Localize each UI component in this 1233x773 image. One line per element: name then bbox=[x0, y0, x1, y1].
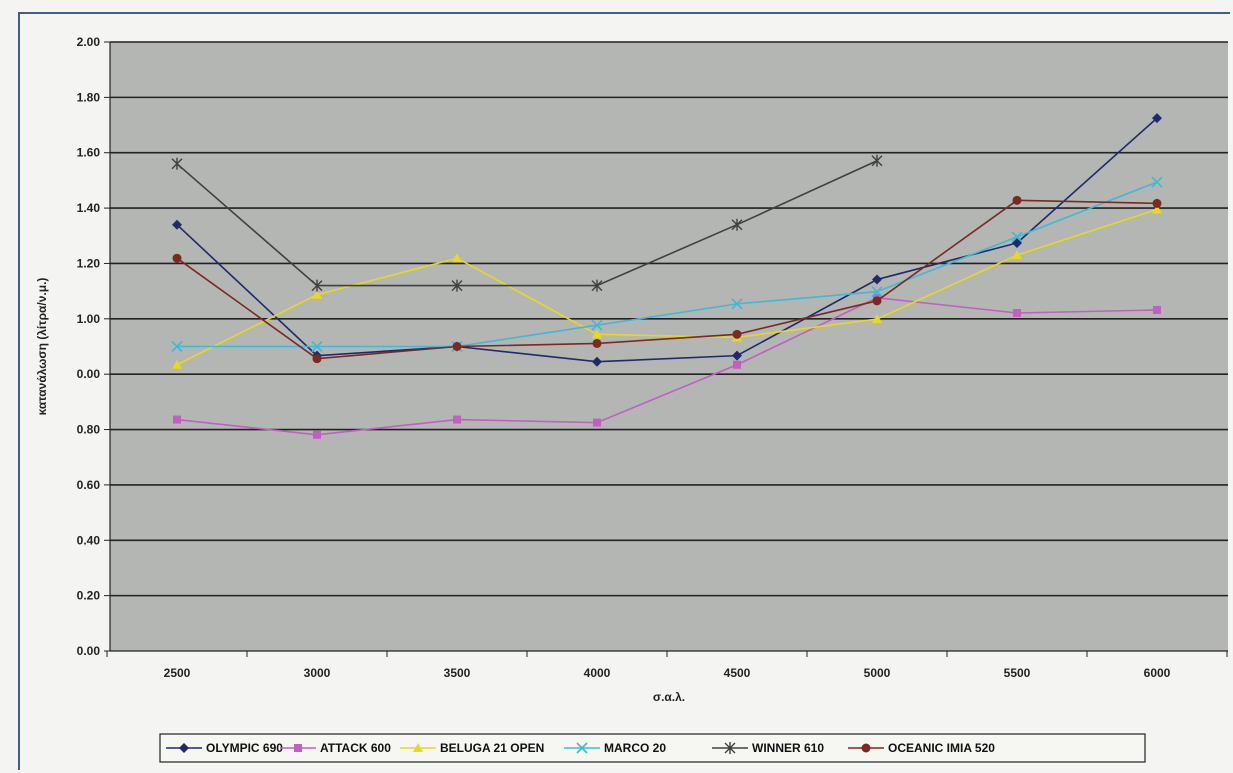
y-tick-label: 0.60 bbox=[77, 478, 101, 492]
data-point bbox=[593, 418, 601, 427]
data-point bbox=[1151, 176, 1163, 188]
y-tick-label: 1.20 bbox=[77, 256, 101, 270]
series-line bbox=[177, 181, 1158, 348]
x-tick-label: 4500 bbox=[724, 666, 751, 680]
legend-label: BELUGA 21 OPEN bbox=[440, 741, 544, 755]
y-tick-label: 0.80 bbox=[77, 423, 101, 437]
legend-item: WINNER 610 bbox=[712, 741, 824, 755]
data-point bbox=[453, 415, 461, 424]
series-line bbox=[176, 160, 878, 287]
axes bbox=[109, 42, 1228, 652]
data-point bbox=[872, 296, 882, 306]
data-point bbox=[592, 329, 602, 339]
data-point bbox=[171, 340, 183, 353]
data-point bbox=[172, 253, 182, 263]
data-point bbox=[171, 157, 183, 170]
data-point bbox=[871, 154, 883, 167]
x-tick-label: 3500 bbox=[444, 666, 471, 680]
y-tick-label: 2.00 bbox=[77, 35, 101, 49]
data-point bbox=[732, 350, 742, 361]
y-tick-label: 0.00 bbox=[77, 367, 101, 381]
data-point bbox=[173, 415, 181, 424]
data-point bbox=[872, 274, 882, 285]
y-axis-title: κατανάλωση (λίτρα/ν.μ.) bbox=[35, 278, 49, 416]
data-point bbox=[172, 359, 182, 369]
legend-swatch-marker bbox=[724, 742, 736, 754]
data-point bbox=[312, 354, 322, 364]
legend-label: OCEANIC IMIA 520 bbox=[888, 741, 995, 755]
x-axis-ticks: 2500 3000 3500 4000 4500 5000 5500 6000 bbox=[106, 651, 1228, 680]
data-point bbox=[733, 360, 741, 369]
legend-item: ATTACK 600 bbox=[280, 741, 391, 755]
legend: OLYMPIC 690 ATTACK 600 BELUGA 21 OPEN MARCO… bbox=[159, 733, 1146, 763]
x-axis-title: σ.α.λ. bbox=[653, 690, 685, 704]
series-line bbox=[176, 199, 1158, 360]
data-point bbox=[451, 279, 463, 292]
data-point bbox=[591, 319, 603, 331]
x-tick-label: 6000 bbox=[1144, 666, 1171, 680]
legend-label: ATTACK 600 bbox=[320, 741, 391, 755]
data-point bbox=[452, 342, 462, 351]
data-point bbox=[313, 430, 321, 439]
data-point bbox=[312, 289, 322, 299]
data-point bbox=[311, 279, 323, 292]
legend-swatch-marker bbox=[861, 743, 871, 753]
legend-item: OCEANIC IMIA 520 bbox=[848, 741, 995, 755]
data-point bbox=[1012, 250, 1022, 260]
data-point bbox=[591, 279, 603, 292]
series-5 bbox=[172, 195, 1162, 364]
y-axis-ticks: 0.00 0.20 0.40 0.60 0.80 0.00 1.00 1.20 1.40 1.60… bbox=[77, 35, 110, 658]
x-tick-label: 4000 bbox=[584, 666, 611, 680]
data-point bbox=[1153, 305, 1161, 314]
y-tick-label: 1.80 bbox=[77, 90, 101, 104]
series-4 bbox=[171, 154, 883, 292]
data-point bbox=[1152, 113, 1162, 124]
legend-item: OLYMPIC 690 bbox=[166, 741, 283, 755]
legend-label: MARCO 20 bbox=[604, 741, 666, 755]
y-tick-label: 1.00 bbox=[77, 312, 101, 326]
legend-swatch-marker bbox=[576, 742, 588, 754]
y-tick-label: 0.20 bbox=[77, 589, 101, 603]
y-tick-label: 0.00 bbox=[77, 644, 101, 658]
data-point bbox=[732, 329, 742, 339]
data-point bbox=[1012, 195, 1022, 205]
data-point bbox=[1013, 309, 1021, 318]
y-tick-label: 0.40 bbox=[77, 533, 101, 547]
data-point bbox=[731, 218, 743, 231]
y-tick-label: 1.60 bbox=[77, 146, 101, 160]
data-point bbox=[1152, 198, 1162, 208]
series-line bbox=[176, 208, 1158, 366]
data-point bbox=[1152, 204, 1162, 214]
series-3 bbox=[171, 176, 1163, 353]
legend-swatch-marker bbox=[413, 743, 423, 752]
x-tick-label: 5000 bbox=[864, 666, 891, 680]
legend-item: BELUGA 21 OPEN bbox=[400, 741, 544, 755]
data-point bbox=[592, 356, 602, 367]
series-1 bbox=[173, 293, 1161, 439]
data-point bbox=[1011, 231, 1023, 243]
data-point bbox=[452, 253, 462, 263]
legend-swatch-marker bbox=[179, 743, 189, 753]
data-point bbox=[872, 314, 882, 324]
data-point bbox=[731, 298, 743, 310]
y-tick-label: 1.40 bbox=[77, 201, 101, 215]
x-tick-label: 5500 bbox=[1004, 666, 1031, 680]
series-line bbox=[176, 296, 1158, 436]
legend-item: MARCO 20 bbox=[564, 741, 666, 755]
legend-label: OLYMPIC 690 bbox=[206, 741, 283, 755]
x-tick-label: 3000 bbox=[304, 666, 331, 680]
data-point bbox=[592, 338, 602, 348]
x-tick-label: 2500 bbox=[164, 666, 191, 680]
data-point bbox=[871, 286, 883, 298]
series-line bbox=[176, 117, 1158, 363]
legend-swatch-marker bbox=[294, 744, 302, 752]
data-point bbox=[172, 219, 182, 230]
grid-lines bbox=[110, 41, 1228, 597]
data-point bbox=[311, 340, 323, 353]
legend-box bbox=[159, 733, 1146, 763]
series-layer bbox=[171, 113, 1163, 439]
legend-label: WINNER 610 bbox=[752, 741, 824, 755]
series-2 bbox=[172, 204, 1162, 369]
